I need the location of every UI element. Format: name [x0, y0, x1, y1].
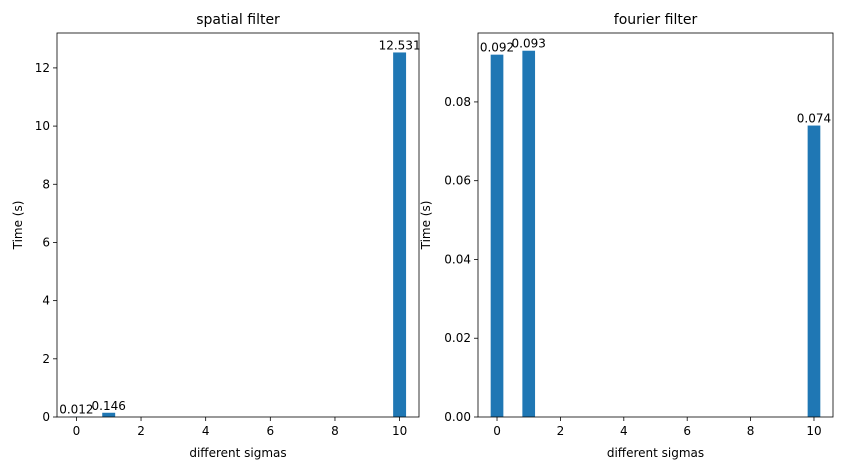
data-label: 0.092: [480, 41, 514, 55]
y-axis-label: Time (s): [11, 201, 25, 251]
y-tick-label: 6: [42, 235, 50, 249]
data-label: 0.012: [59, 403, 93, 417]
y-tick-label: 12: [35, 61, 50, 75]
y-tick-label: 10: [35, 119, 50, 133]
y-tick-label: 0.00: [444, 410, 471, 424]
y-tick-label: 0.02: [444, 331, 471, 345]
data-label: 0.093: [512, 37, 546, 51]
y-tick-label: 4: [42, 294, 50, 308]
x-tick-label: 8: [331, 424, 339, 438]
x-tick-label: 6: [267, 424, 275, 438]
y-tick-label: 0: [42, 410, 50, 424]
y-tick-label: 0.06: [444, 174, 471, 188]
chart-title: spatial filter: [196, 12, 280, 28]
y-tick-label: 0.04: [444, 252, 471, 266]
x-tick-label: 4: [202, 424, 210, 438]
y-tick-label: 8: [42, 177, 50, 191]
y-tick-label: 0.08: [444, 95, 471, 109]
axes-frame: [56, 32, 420, 418]
x-tick-label: 0: [73, 424, 81, 438]
x-tick-label: 6: [683, 424, 691, 438]
x-tick-label: 2: [137, 424, 145, 438]
x-tick-label: 0: [493, 424, 501, 438]
x-axis-label: different sigmas: [607, 446, 704, 460]
bar: [393, 52, 407, 417]
bar: [102, 412, 116, 417]
chart-title: fourier filter: [614, 12, 698, 28]
data-label: 12.531: [379, 38, 421, 52]
y-axis-label: Time (s): [419, 201, 433, 251]
y-tick-label: 2: [42, 352, 50, 366]
x-axis-label: different sigmas: [189, 446, 286, 460]
x-tick-label: 10: [392, 424, 407, 438]
x-tick-label: 8: [747, 424, 755, 438]
x-tick-label: 2: [557, 424, 565, 438]
x-tick-label: 4: [620, 424, 628, 438]
data-label: 0.074: [797, 112, 831, 126]
bar: [807, 125, 821, 418]
bar: [522, 50, 536, 417]
bar: [490, 54, 504, 418]
x-tick-label: 10: [806, 424, 821, 438]
data-label: 0.146: [92, 399, 126, 413]
axes-frame: [477, 32, 834, 418]
